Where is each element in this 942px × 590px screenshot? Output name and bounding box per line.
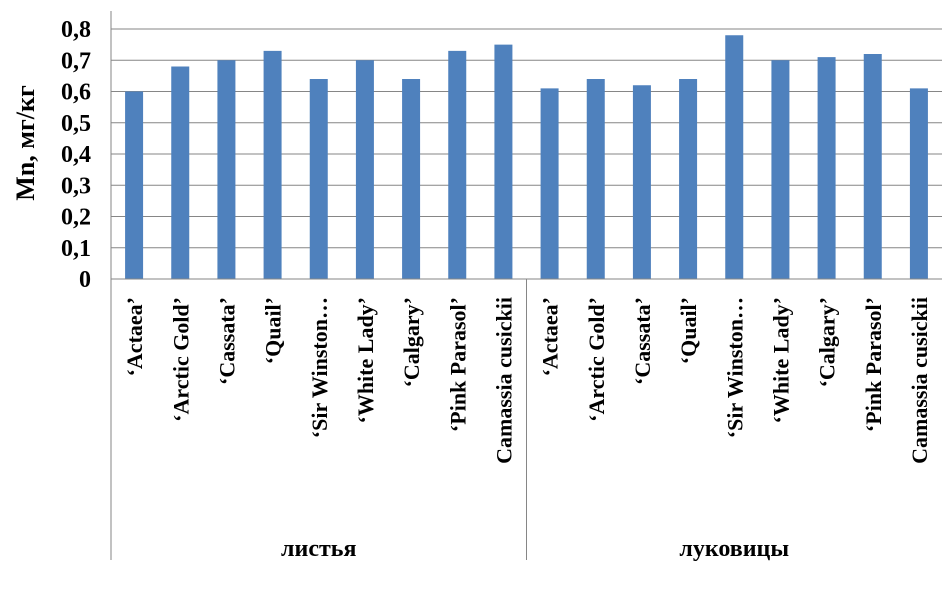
group-label: луковицы	[679, 536, 789, 562]
y-tick-label: 0,7	[61, 48, 91, 74]
x-tick-label: ‘Cassata’	[214, 297, 239, 385]
y-tick-label: 0,8	[61, 17, 91, 43]
x-tick-label: ‘Cassata’	[630, 297, 655, 385]
y-tick-label: 0,3	[61, 173, 91, 199]
x-tick-label: Camassia cusickii	[907, 297, 932, 464]
x-tick-label: ‘White Lady’	[768, 297, 793, 424]
bar	[309, 79, 328, 279]
x-tick-label: ‘Sir Winston…	[722, 297, 747, 438]
y-axis-title: Mn, мг/кг	[11, 85, 40, 201]
x-tick-label: Camassia cusickii	[491, 297, 516, 464]
y-tick-label: 0	[79, 267, 91, 293]
x-tick-label: ‘Pink Parasol’	[445, 297, 470, 432]
x-tick-label: ‘Arctic Gold’	[168, 297, 193, 422]
bar	[817, 57, 836, 279]
x-tick-label: ‘Pink Parasol’	[861, 297, 886, 432]
x-tick-label: ‘Arctic Gold’	[584, 297, 609, 422]
x-tick-label: ‘Quail’	[676, 297, 701, 364]
group-labels: листья луковицы	[281, 536, 789, 562]
bar	[771, 60, 790, 279]
y-tick-label: 0,2	[61, 205, 91, 231]
bar	[632, 85, 651, 279]
x-tick-label: ‘Actaea’	[538, 297, 563, 376]
category-labels: ‘Actaea’ ‘Arctic Gold’ ‘Cassata’ ‘Quail’ ‘Si…	[122, 297, 932, 464]
bar	[125, 91, 144, 279]
bar	[863, 54, 882, 279]
axes	[110, 11, 942, 560]
bar	[679, 79, 698, 279]
group-label: листья	[281, 536, 356, 562]
bar	[540, 88, 559, 279]
bar	[725, 35, 744, 279]
bars	[125, 35, 928, 279]
y-tick-label: 0,5	[61, 111, 91, 137]
bar	[494, 44, 513, 279]
y-tick-label: 0,6	[61, 80, 91, 106]
x-tick-label: ‘Calgary’	[399, 297, 424, 387]
bar	[171, 66, 190, 279]
gridlines	[111, 28, 942, 249]
x-tick-label: ‘White Lady’	[353, 297, 378, 424]
bar	[909, 88, 928, 279]
bar	[586, 79, 605, 279]
x-tick-label: ‘Sir Winston…	[307, 297, 332, 438]
x-tick-label: ‘Quail’	[261, 297, 286, 364]
bar	[402, 79, 421, 279]
y-tick-label: 0,4	[61, 142, 91, 168]
y-tick-label: 0,1	[61, 236, 91, 262]
bar	[355, 60, 374, 279]
bar	[448, 50, 467, 279]
x-tick-label: ‘Actaea’	[122, 297, 147, 376]
bar	[263, 50, 282, 279]
y-tick-labels: 0 0,1 0,2 0,3 0,4 0,5 0,6 0,7 0,8	[61, 17, 91, 293]
x-tick-label: ‘Calgary’	[815, 297, 840, 387]
bar	[217, 60, 236, 279]
